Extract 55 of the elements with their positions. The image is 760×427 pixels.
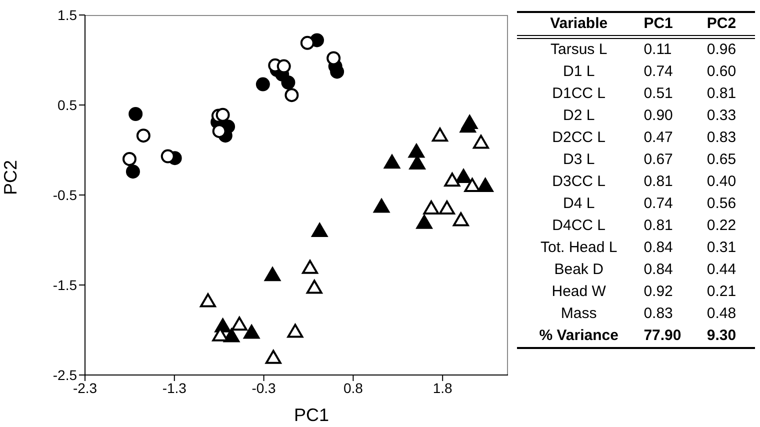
text: 0.74 xyxy=(642,194,674,214)
text: D4 L xyxy=(562,194,596,214)
text: Variable xyxy=(549,14,609,34)
text: D1 L xyxy=(562,62,596,82)
text: 0.90 xyxy=(642,106,674,126)
text: 77.90 xyxy=(642,326,682,346)
text: Mass xyxy=(560,304,598,324)
text: 0.21 xyxy=(706,282,738,302)
text: Tot. Head L xyxy=(539,238,618,258)
text: 0.83 xyxy=(706,128,738,148)
y-tick-label: -1.5 xyxy=(52,276,78,293)
x-tick-label: 1.8 xyxy=(432,380,453,396)
text: D4CC L xyxy=(551,216,607,236)
text: 0.81 xyxy=(642,216,674,236)
text: 0.48 xyxy=(706,304,738,324)
text: PC1 xyxy=(642,14,674,34)
text: 0.83 xyxy=(642,304,674,324)
text: D3CC L xyxy=(551,172,607,192)
y-tick-label: 0.5 xyxy=(58,96,78,113)
text: 0.67 xyxy=(642,150,674,170)
text: 0.33 xyxy=(706,106,738,126)
x-tick-label: 0.8 xyxy=(343,380,364,396)
text: 0.92 xyxy=(642,282,674,302)
text: 0.47 xyxy=(642,128,674,148)
x-tick-label: -0.3 xyxy=(252,380,276,396)
y-tick-label: 1.5 xyxy=(58,6,78,23)
text: 0.65 xyxy=(706,150,738,170)
y-axis-title: PC2 xyxy=(0,160,20,195)
text: D3 L xyxy=(562,150,596,170)
text: 0.31 xyxy=(706,238,738,258)
text: 0.51 xyxy=(642,84,674,104)
x-tick-label: -1.3 xyxy=(162,380,187,396)
text: D2 L xyxy=(562,106,596,126)
text: 0.22 xyxy=(706,216,738,236)
text: 0.96 xyxy=(706,40,738,60)
text: 0.84 xyxy=(642,238,674,258)
y-tick-label: -0.5 xyxy=(52,186,78,203)
text: 0.40 xyxy=(706,172,738,192)
text: 0.74 xyxy=(642,62,674,82)
text: Beak D xyxy=(553,260,604,280)
text: 0.56 xyxy=(706,194,738,214)
text: 0.11 xyxy=(642,40,673,60)
text: PC2 xyxy=(706,14,738,34)
text: 0.81 xyxy=(642,172,674,192)
text: % Variance xyxy=(538,326,620,346)
text: 0.81 xyxy=(706,84,738,104)
text: D1CC L xyxy=(551,84,607,104)
text: 0.44 xyxy=(706,260,738,280)
text: Tarsus L xyxy=(549,40,608,60)
text: 9.30 xyxy=(706,326,738,346)
text: D2CC L xyxy=(551,128,607,148)
x-axis-title: PC1 xyxy=(294,405,330,425)
text: 0.84 xyxy=(642,260,674,280)
text: Head W xyxy=(550,282,607,302)
text: 0.60 xyxy=(706,62,738,82)
